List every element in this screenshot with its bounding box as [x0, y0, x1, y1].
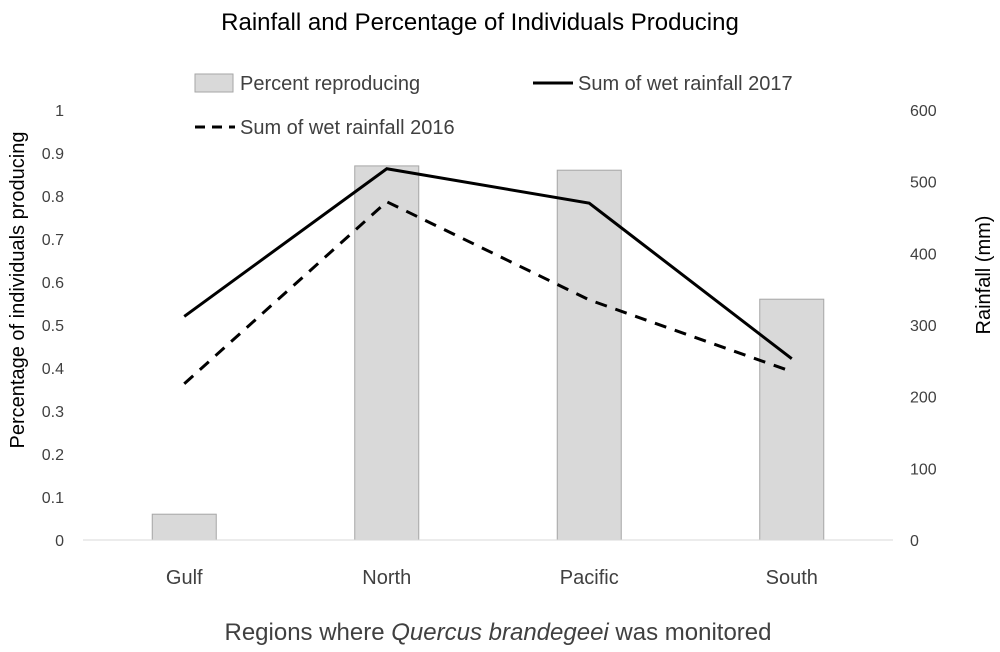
bar-gulf — [151, 513, 217, 541]
y-tick-left: 1 — [55, 103, 64, 120]
x-axis-label-part1: Regions where — [225, 619, 392, 646]
y-tick-left: 0.5 — [42, 318, 64, 335]
chart-title: Rainfall and Percentage of Individuals P… — [221, 9, 739, 36]
x-axis-label-species: Quercus brandegeei — [391, 619, 609, 646]
y-axis-right-label: Rainfall (mm) — [973, 216, 995, 335]
y-tick-right: 0 — [910, 533, 919, 550]
y-axis-left-label: Percentage of individuals producing — [7, 132, 29, 449]
y-tick-left: 0.7 — [42, 232, 64, 249]
bar-south — [759, 298, 825, 541]
legend-label-2017: Sum of wet rainfall 2017 — [578, 73, 793, 95]
y-tick-left: 0.3 — [42, 404, 64, 421]
legend-label-2016: Sum of wet rainfall 2016 — [240, 117, 455, 139]
line-sum-of-wet-rainfall-2017 — [183, 167, 793, 360]
y-tick-left: 0.8 — [42, 189, 64, 206]
y-tick-left: 0 — [55, 533, 64, 550]
y-tick-left: 0.9 — [42, 146, 64, 163]
legend: Percent reproducing Sum of wet rainfall … — [194, 73, 793, 139]
legend-label-bar: Percent reproducing — [240, 73, 420, 95]
bar-pacific — [556, 169, 622, 541]
x-tick-gulf: Gulf — [166, 567, 203, 589]
x-tick-south: South — [766, 567, 818, 589]
y-tick-left: 0.4 — [42, 361, 64, 378]
y-tick-right: 200 — [910, 390, 937, 407]
x-axis-label-part3: was monitored — [609, 619, 772, 646]
line-sum-of-wet-rainfall-2016 — [183, 199, 793, 385]
y-tick-right: 600 — [910, 103, 937, 120]
y-tick-left: 0.1 — [42, 490, 64, 507]
y-tick-right: 400 — [910, 246, 937, 263]
bar-north — [354, 165, 420, 541]
y-tick-right: 300 — [910, 318, 937, 335]
x-tick-north: North — [362, 567, 411, 589]
y-tick-left: 0.6 — [42, 275, 64, 292]
y-tick-right: 500 — [910, 175, 937, 192]
y-tick-right: 100 — [910, 461, 937, 478]
y-tick-left: 0.2 — [42, 447, 64, 464]
x-axis-label: Regions where Quercus brandegeei was mon… — [225, 619, 772, 646]
x-tick-pacific: Pacific — [560, 567, 619, 589]
legend-swatch-bar — [194, 73, 234, 93]
